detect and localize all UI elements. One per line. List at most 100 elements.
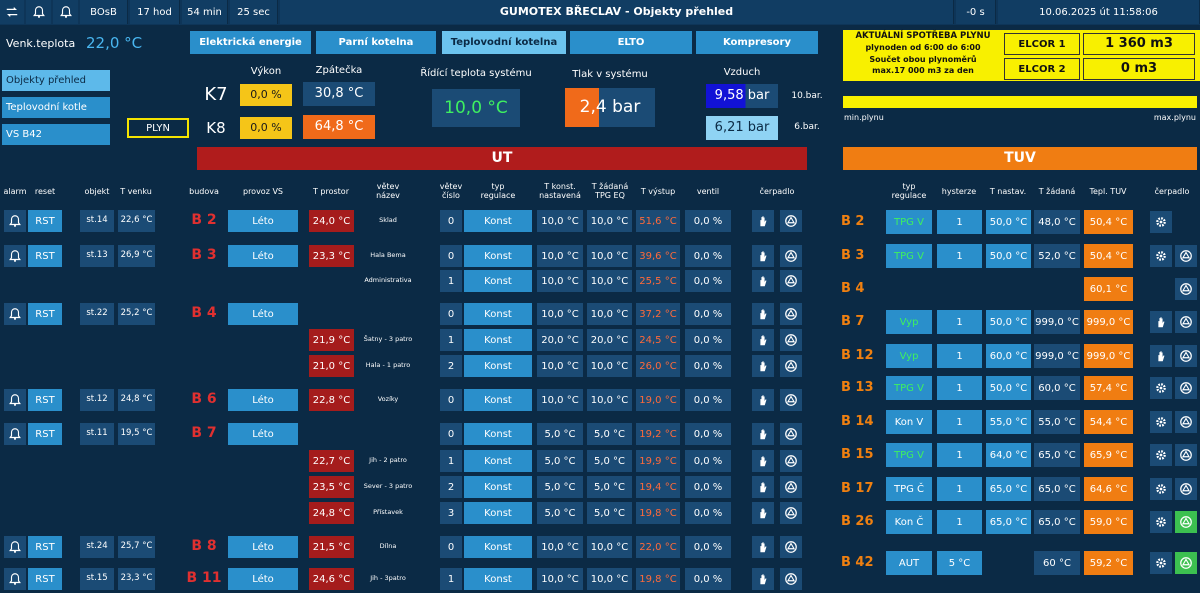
icon-gear[interactable] (1150, 552, 1172, 574)
ut-cell[interactable]: Konst (464, 355, 532, 377)
icon-hand[interactable] (1150, 345, 1172, 367)
icon-gear[interactable] (1150, 411, 1172, 433)
alarm-button[interactable] (4, 210, 26, 232)
tuv-cell[interactable]: Kon V (886, 410, 932, 434)
plyn-button[interactable]: PLYN (127, 118, 189, 138)
icon-hand[interactable] (752, 450, 774, 472)
tuv-cell[interactable]: Kon Č (886, 510, 932, 534)
icon-hand[interactable] (1150, 311, 1172, 333)
icon-pump[interactable] (780, 245, 802, 267)
tuv-cell[interactable]: 65,0 °C (986, 510, 1031, 534)
icon-pump[interactable] (1175, 444, 1197, 466)
ut-cell[interactable]: Léto (228, 423, 298, 445)
icon-pump[interactable] (1175, 311, 1197, 333)
alarm-button[interactable] (4, 423, 26, 445)
tuv-cell[interactable]: 1 (937, 310, 982, 334)
icon-pump[interactable] (780, 536, 802, 558)
icon-pump[interactable] (780, 476, 802, 498)
ut-cell[interactable]: RST (28, 423, 62, 445)
tuv-cell[interactable]: TPG V (886, 210, 932, 234)
icon-hand[interactable] (752, 329, 774, 351)
ut-cell[interactable]: Konst (464, 245, 532, 267)
ut-cell[interactable]: Léto (228, 389, 298, 411)
tuv-cell[interactable]: 1 (937, 210, 982, 234)
ut-cell[interactable]: RST (28, 245, 62, 267)
icon-pump[interactable] (780, 423, 802, 445)
icon-gear[interactable] (1150, 245, 1172, 267)
tuv-cell[interactable]: 1 (937, 510, 982, 534)
icon-hand[interactable] (752, 355, 774, 377)
ut-cell[interactable]: Léto (228, 303, 298, 325)
tuv-cell[interactable]: TPG V (886, 244, 932, 268)
tuv-cell[interactable]: 50,0 °C (986, 376, 1031, 400)
icon-gear[interactable] (1150, 211, 1172, 233)
icon-gear[interactable] (1150, 511, 1172, 533)
ut-cell[interactable]: Léto (228, 245, 298, 267)
ut-cell[interactable]: Léto (228, 568, 298, 590)
icon-pump[interactable] (780, 210, 802, 232)
icon-pump[interactable] (780, 568, 802, 590)
ut-cell[interactable]: RST (28, 303, 62, 325)
tab[interactable]: ELTO (570, 31, 692, 54)
icon-pump[interactable] (1175, 245, 1197, 267)
ut-cell[interactable]: Konst (464, 476, 532, 498)
ut-cell[interactable]: Konst (464, 423, 532, 445)
ut-cell[interactable]: Konst (464, 270, 532, 292)
alarm-button[interactable] (4, 568, 26, 590)
alarm-button[interactable] (4, 389, 26, 411)
icon-pump[interactable] (780, 389, 802, 411)
icon-pump[interactable] (1175, 511, 1197, 533)
tuv-cell[interactable]: TPG V (886, 443, 932, 467)
alarm-button[interactable] (4, 245, 26, 267)
top-icon[interactable] (26, 0, 51, 24)
ut-cell[interactable]: Léto (228, 210, 298, 232)
tuv-cell[interactable]: 5 °C (937, 551, 982, 575)
nav-button[interactable]: Objekty přehled (2, 70, 110, 91)
icon-pump[interactable] (780, 502, 802, 524)
top-icon[interactable] (0, 0, 24, 24)
tuv-cell[interactable]: 64,0 °C (986, 443, 1031, 467)
ut-cell[interactable]: Konst (464, 568, 532, 590)
icon-hand[interactable] (752, 303, 774, 325)
tuv-cell[interactable]: 50,0 °C (986, 310, 1031, 334)
icon-pump[interactable] (780, 303, 802, 325)
ut-cell[interactable]: Konst (464, 450, 532, 472)
tuv-cell[interactable]: 1 (937, 443, 982, 467)
icon-hand[interactable] (752, 270, 774, 292)
tuv-cell[interactable]: Vyp (886, 344, 932, 368)
tab[interactable]: Elektrická energie (190, 31, 311, 54)
icon-pump[interactable] (780, 270, 802, 292)
ut-cell[interactable]: Konst (464, 389, 532, 411)
icon-hand[interactable] (752, 476, 774, 498)
tuv-cell[interactable]: TPG Č (886, 477, 932, 501)
ut-cell[interactable]: RST (28, 568, 62, 590)
icon-pump[interactable] (780, 450, 802, 472)
ut-cell[interactable]: Konst (464, 210, 532, 232)
ut-cell[interactable]: Léto (228, 536, 298, 558)
ut-cell[interactable]: Konst (464, 502, 532, 524)
icon-pump[interactable] (780, 329, 802, 351)
tuv-cell[interactable]: 55,0 °C (986, 410, 1031, 434)
icon-pump[interactable] (1175, 345, 1197, 367)
icon-gear[interactable] (1150, 444, 1172, 466)
tab[interactable]: Teplovodní kotelna (442, 31, 566, 54)
tuv-cell[interactable]: AUT (886, 551, 932, 575)
tuv-cell[interactable]: 1 (937, 477, 982, 501)
icon-hand[interactable] (752, 536, 774, 558)
nav-button[interactable]: VS B42 (2, 124, 110, 145)
icon-gear[interactable] (1150, 478, 1172, 500)
tuv-cell[interactable]: TPG V (886, 376, 932, 400)
icon-pump[interactable] (1175, 478, 1197, 500)
tuv-cell[interactable]: 1 (937, 410, 982, 434)
tuv-cell[interactable]: 1 (937, 244, 982, 268)
tuv-cell[interactable]: 65,0 °C (986, 477, 1031, 501)
icon-hand[interactable] (752, 210, 774, 232)
icon-pump[interactable] (1175, 411, 1197, 433)
tab[interactable]: Parní kotelna (316, 31, 436, 54)
alarm-button[interactable] (4, 303, 26, 325)
icon-hand[interactable] (752, 389, 774, 411)
ut-cell[interactable]: RST (28, 536, 62, 558)
icon-hand[interactable] (752, 245, 774, 267)
icon-gear[interactable] (1150, 377, 1172, 399)
tab[interactable]: Kompresory (696, 31, 818, 54)
